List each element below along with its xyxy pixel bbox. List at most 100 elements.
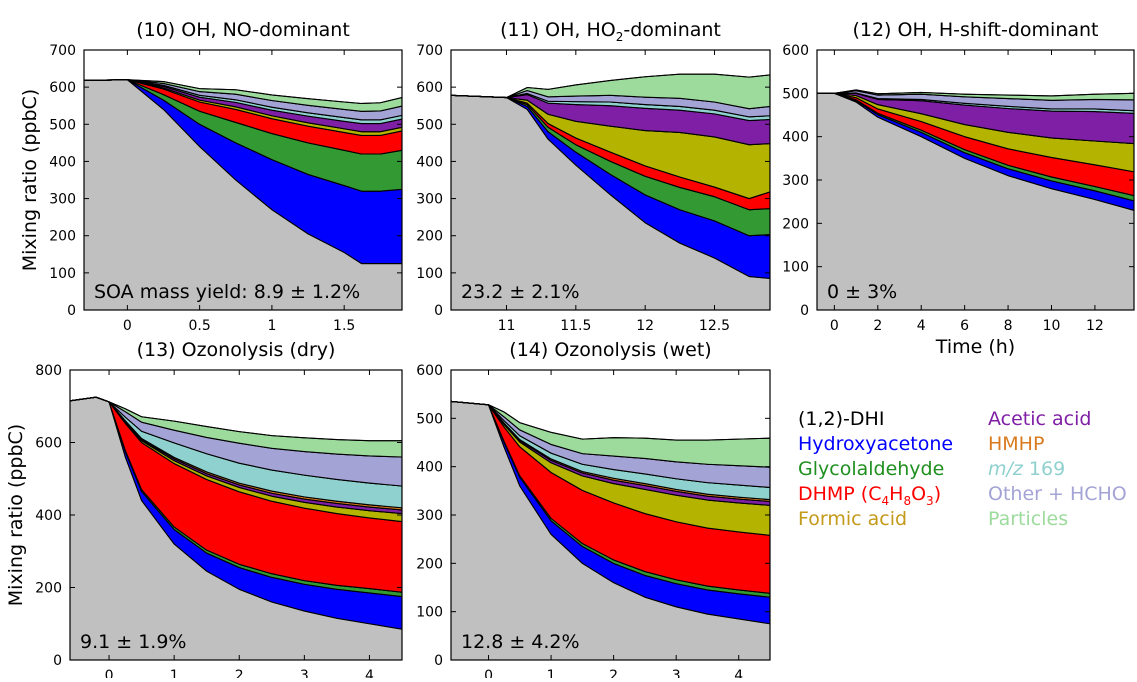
chart-panel-0: 0 100 200 300 400 500 600 700 0 0.5 1 1.5 (10) OH, N… [19,19,403,334]
y-tick-label: 500 [416,411,443,427]
yield-annotation: SOA mass yield: 8.9 ± 1.2% [94,281,360,303]
legend-dhi: (1,2)-DHI [798,408,885,430]
x-tick-label: 11 [498,318,516,334]
legend-acetic-acid: Acetic acid [988,408,1092,430]
area-outline [84,79,402,104]
x-tick-label: 0 [830,318,839,334]
area-outline [451,400,770,441]
y-tick-label: 700 [416,43,443,59]
y-tick-label: 300 [416,192,443,208]
y-tick-label: 400 [35,508,62,524]
y-tick-label: 200 [416,229,443,245]
chart-panel-2: 0 100 200 300 400 500 600 0 2 4 6 8 10 12 (12) OH, H-s… [782,19,1135,358]
y-tick-label: 600 [416,363,443,379]
x-tick-label: 12 [1086,318,1104,334]
x-tick-label: 2 [235,668,244,678]
yield-annotation: 23.2 ± 2.1% [461,281,580,303]
y-tick-label: 500 [49,117,76,133]
y-tick-label: 100 [416,605,443,621]
legend: (1,2)-DHI Hydroxyacetone Glycolaldehyde … [798,408,1137,538]
y-tick-label: 300 [782,173,809,189]
chart-title: (11) OH, HO2-dominant [500,19,721,44]
yield-annotation: 12.8 ± 4.2% [461,631,580,653]
y-tick-label: 200 [35,581,62,597]
y-tick-label: 400 [49,154,76,170]
y-tick-label: 500 [782,86,809,102]
yield-annotation: 0 ± 3% [827,281,897,303]
y-tick-label: 800 [35,363,62,379]
chart-panel-1: 0 100 200 300 400 500 600 700 11 11.5 12 12.5 (11) O… [416,19,771,334]
chart-title: (14) Ozonolysis (wet) [509,339,711,361]
x-tick-label: 0 [484,668,493,678]
y-tick-label: 300 [49,192,76,208]
yield-annotation: 9.1 ± 1.9% [80,631,187,653]
x-tick-label: 3 [672,668,681,678]
x-tick-label: 4 [734,668,743,678]
y-tick-label: 600 [416,80,443,96]
chart-panel-4: 0 100 200 300 400 500 600 0 1 2 3 4 (14) Ozonolysis … [416,339,771,682]
y-tick-label: 100 [782,260,809,276]
y-axis-label: Mixing ratio (ppbC) [5,424,27,606]
y-tick-label: 300 [416,508,443,524]
y-tick-label: 600 [782,43,809,59]
x-tick-label: 1 [547,668,556,678]
y-tick-label: 400 [416,154,443,170]
area-outline [817,89,1134,97]
area-outline [451,73,770,99]
plot-area [70,396,402,660]
y-tick-label: 200 [49,229,76,245]
y-tick-label: 0 [434,303,443,319]
plot-area [451,400,770,660]
x-tick-label: 1.5 [333,318,355,334]
legend-other-hcho: Other + HCHO [988,483,1127,505]
y-tick-label: 100 [49,266,76,282]
x-tick-label: 0 [123,318,132,334]
x-tick-label: 11.5 [560,318,591,334]
plot-area [451,73,770,310]
axes-box [83,49,403,311]
x-tick-label: 4 [917,318,926,334]
area-gray [817,93,1134,310]
y-tick-label: 600 [35,436,62,452]
x-tick-label: 6 [960,318,969,334]
x-tick-label: 12.5 [699,318,730,334]
area-gray [451,95,770,310]
legend-hmhp: HMHP [988,433,1045,455]
x-tick-label: 0.5 [189,318,211,334]
y-tick-label: 100 [416,266,443,282]
x-tick-label: 0 [105,668,114,678]
chart-title: (12) OH, H-shift-dominant [852,19,1098,41]
x-axis-label: Time (h) [935,336,1015,358]
legend-formic-acid: Formic acid [798,508,908,530]
x-tick-label: 2 [873,318,882,334]
y-tick-label: 600 [49,80,76,96]
x-tick-label: 1 [267,318,276,334]
y-tick-label: 700 [49,43,76,59]
axes-box [450,49,771,311]
legend-hydroxyacetone: Hydroxyacetone [798,433,954,455]
x-tick-label: 10 [1043,318,1061,334]
x-tick-label: 8 [1004,318,1013,334]
legend-glycolaldehyde: Glycolaldehyde [798,458,945,480]
area-gray [70,397,402,660]
area-outline [70,396,402,442]
x-tick-label: 4 [365,668,374,678]
plot-area [84,79,402,310]
area-gray [451,401,770,660]
plot-area [817,89,1134,310]
x-tick-label: 1 [170,668,179,678]
x-tick-label: 3 [300,668,309,678]
y-tick-label: 0 [434,653,443,669]
area-gray [84,79,402,310]
y-tick-label: 0 [67,303,76,319]
y-tick-label: 400 [416,460,443,476]
y-tick-label: 0 [53,653,62,669]
chart-title: (10) OH, NO-dominant [136,19,350,41]
y-tick-label: 400 [782,130,809,146]
x-tick-label: 12 [636,318,654,334]
x-tick-label: 2 [609,668,618,678]
y-tick-label: 200 [416,556,443,572]
